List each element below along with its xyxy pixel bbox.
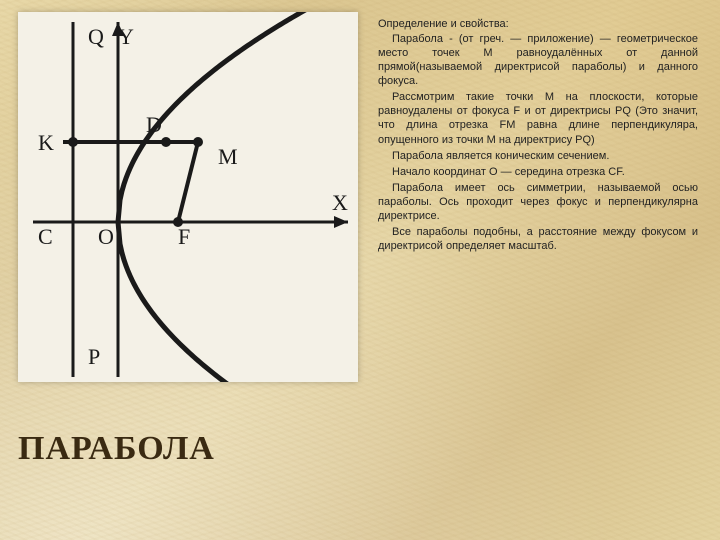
svg-text:Q: Q [88, 24, 104, 49]
svg-text:C: C [38, 224, 53, 249]
paragraph-5: Парабола имеет ось симметрии, называемой… [378, 181, 698, 223]
svg-text:F: F [178, 224, 190, 249]
paragraph-4: Начало координат O — середина отрезка CF… [378, 165, 698, 179]
svg-text:P: P [88, 344, 100, 369]
paragraph-3: Парабола является коническим сечением. [378, 149, 698, 163]
definition-heading: Определение и свойства: [378, 18, 698, 30]
svg-text:D: D [146, 112, 162, 137]
slide-title: ПАРАБОЛА [18, 430, 358, 468]
svg-text:O: O [98, 224, 114, 249]
svg-text:K: K [38, 130, 54, 155]
svg-text:Y: Y [118, 24, 134, 49]
paragraph-6: Все параболы подобны, а расстояние между… [378, 225, 698, 253]
paragraph-1: Парабола - (от греч. — приложение) — гео… [378, 32, 698, 88]
svg-text:M: M [218, 144, 238, 169]
paragraph-2: Рассмотрим такие точки М на плоскости, к… [378, 90, 698, 146]
svg-text:X: X [332, 190, 348, 215]
parabola-diagram: QY K D M C O F X P [18, 12, 358, 382]
text-column: Определение и свойства: Парабола - (от г… [358, 12, 698, 520]
